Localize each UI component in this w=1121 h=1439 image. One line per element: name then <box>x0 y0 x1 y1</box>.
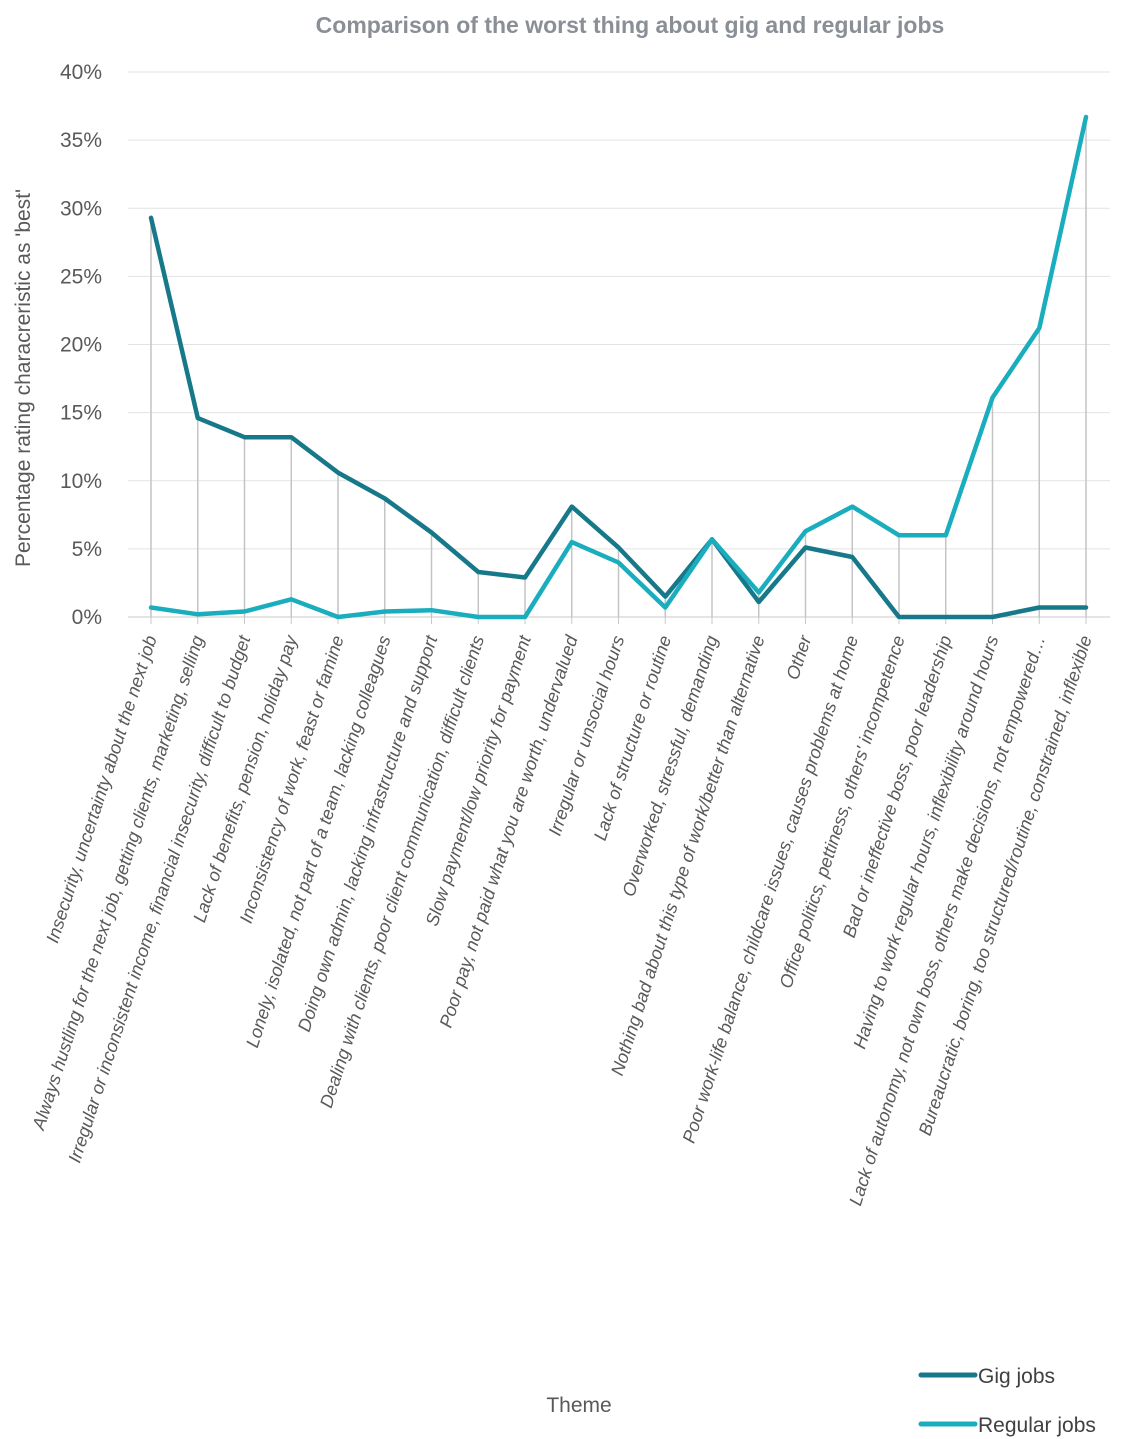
drop-lines <box>150 116 1087 617</box>
y-tick-label: 15% <box>60 402 102 425</box>
legend: Gig jobs Regular jobs <box>918 1365 1096 1437</box>
chart-title: Comparison of the worst thing about gig … <box>316 12 945 38</box>
x-tick-label: Other <box>782 632 815 682</box>
y-tick-label: 40% <box>60 61 102 84</box>
series-line-regular-jobs <box>148 114 1089 620</box>
x-tick-label: Poor work-life balance, childcare issues… <box>679 633 862 1145</box>
legend-label: Regular jobs <box>978 1414 1096 1437</box>
x-tick-label: Irregular or inconsistent income, financ… <box>64 632 254 1165</box>
series-line-gig-jobs <box>148 215 1089 620</box>
y-axis-tick-labels: 0% 5% 10% 15% 20% 25% 30% 35% 40% <box>60 61 102 629</box>
y-tick-label: 30% <box>60 197 102 220</box>
gridlines <box>128 71 1110 624</box>
x-axis-tick-labels: Insecurity, uncertainty about the next j… <box>28 632 1096 1208</box>
series-lines <box>148 114 1089 620</box>
y-tick-label: 25% <box>60 265 102 288</box>
y-tick-label: 5% <box>72 538 102 561</box>
legend-label: Gig jobs <box>978 1365 1055 1388</box>
x-axis-title: Theme <box>546 1394 611 1417</box>
y-tick-label: 10% <box>60 470 102 493</box>
y-axis-title: Percentage rating characreristic as 'bes… <box>12 189 35 567</box>
y-tick-label: 0% <box>72 606 102 629</box>
y-tick-label: 20% <box>60 334 102 357</box>
y-tick-label: 35% <box>60 129 102 152</box>
